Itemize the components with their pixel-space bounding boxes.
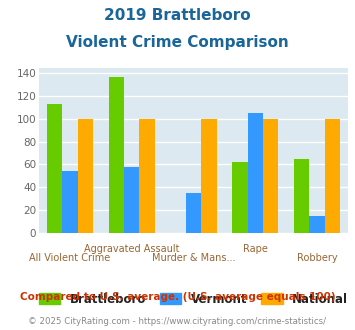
Text: All Violent Crime: All Violent Crime [29, 253, 110, 263]
Text: Violent Crime Comparison: Violent Crime Comparison [66, 35, 289, 50]
Bar [201, 119, 217, 233]
Text: 2019 Brattleboro: 2019 Brattleboro [104, 8, 251, 23]
Text: Murder & Mans...: Murder & Mans... [152, 253, 235, 263]
Bar [186, 193, 201, 233]
Bar [309, 215, 325, 233]
Bar [78, 119, 93, 233]
Bar [109, 77, 124, 233]
Text: Aggravated Assault: Aggravated Assault [84, 244, 180, 254]
Text: Compared to U.S. average. (U.S. average equals 100): Compared to U.S. average. (U.S. average … [20, 292, 335, 302]
Bar [62, 171, 78, 233]
Text: Robbery: Robbery [297, 253, 337, 263]
Bar [263, 119, 278, 233]
Bar [247, 113, 263, 233]
Bar [294, 159, 309, 233]
Bar [325, 119, 340, 233]
Bar [124, 167, 140, 233]
Bar [140, 119, 155, 233]
Bar [47, 104, 62, 233]
Bar [232, 162, 247, 233]
Text: © 2025 CityRating.com - https://www.cityrating.com/crime-statistics/: © 2025 CityRating.com - https://www.city… [28, 317, 327, 326]
Text: Rape: Rape [243, 244, 268, 254]
Legend: Brattleboro, Vermont, National: Brattleboro, Vermont, National [34, 288, 353, 311]
